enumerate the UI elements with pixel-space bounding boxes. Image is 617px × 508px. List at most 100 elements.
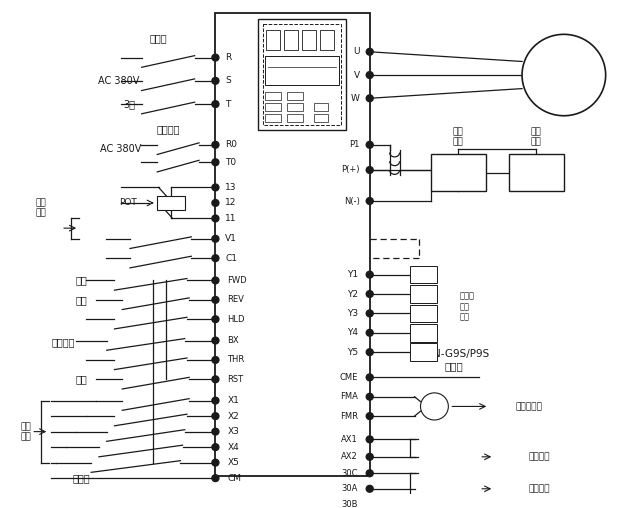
Text: 报警输出: 报警输出 [528, 484, 550, 493]
Bar [287, 114, 303, 121]
Text: W: W [351, 94, 360, 103]
Text: AC 380V: AC 380V [98, 76, 139, 86]
Text: 公共端: 公共端 [72, 473, 90, 483]
Text: FRN-G9S/P9S
变频器: FRN-G9S/P9S 变频器 [420, 349, 489, 371]
Text: 紧急停车: 紧急停车 [51, 337, 75, 347]
Circle shape [212, 77, 219, 84]
Text: N(-): N(-) [344, 197, 360, 206]
Circle shape [366, 436, 373, 443]
Bar [287, 92, 303, 100]
Bar [265, 92, 281, 100]
Bar [320, 30, 334, 50]
Text: R: R [420, 308, 427, 319]
Text: T: T [225, 100, 231, 109]
Circle shape [366, 393, 373, 400]
Circle shape [212, 443, 219, 451]
Text: 13: 13 [225, 183, 237, 192]
Text: CME: CME [339, 373, 358, 382]
Bar [410, 305, 437, 322]
Text: 11: 11 [225, 214, 237, 223]
Text: FWD: FWD [228, 276, 247, 285]
Text: U: U [354, 47, 360, 56]
Circle shape [366, 72, 373, 78]
Text: 选择
输入: 选择 输入 [21, 422, 31, 441]
Circle shape [366, 374, 373, 381]
Circle shape [366, 349, 373, 356]
Circle shape [212, 475, 219, 482]
Circle shape [212, 141, 219, 148]
Circle shape [212, 397, 219, 404]
Text: FMR: FMR [340, 411, 358, 421]
Text: V: V [354, 71, 360, 80]
Text: AC 380V: AC 380V [100, 144, 141, 154]
Bar [265, 103, 281, 111]
Text: BU: BU [449, 167, 467, 179]
Bar [410, 266, 437, 283]
Text: 辅助输出: 辅助输出 [528, 452, 550, 461]
Bar [302, 30, 316, 50]
Circle shape [212, 200, 219, 206]
Text: R: R [420, 347, 427, 357]
Circle shape [212, 215, 219, 222]
Text: Y5: Y5 [347, 347, 358, 357]
Circle shape [212, 337, 219, 344]
Circle shape [366, 486, 373, 492]
Bar [410, 285, 437, 303]
Text: X2: X2 [228, 411, 239, 421]
Circle shape [366, 48, 373, 55]
Text: AX1: AX1 [341, 435, 358, 444]
Bar [265, 114, 281, 121]
Circle shape [421, 393, 449, 420]
Bar [259, 19, 346, 130]
Bar [410, 343, 437, 361]
Circle shape [366, 198, 373, 204]
Circle shape [522, 35, 606, 116]
Circle shape [366, 271, 373, 278]
Bar [314, 114, 328, 121]
Text: R: R [420, 328, 427, 338]
Text: T0: T0 [225, 158, 236, 167]
Bar [263, 24, 341, 125]
Bar [265, 56, 339, 85]
Text: Y3: Y3 [347, 309, 358, 318]
Text: 频率
设定: 频率 设定 [36, 198, 47, 217]
Text: R0: R0 [225, 140, 238, 149]
Circle shape [366, 470, 373, 477]
Text: AX2: AX2 [341, 452, 358, 461]
Text: P1: P1 [349, 140, 360, 149]
Bar [287, 103, 303, 111]
Text: X3: X3 [228, 427, 239, 436]
Circle shape [366, 310, 373, 317]
Text: THR: THR [228, 356, 244, 364]
Text: C1: C1 [225, 253, 238, 263]
Circle shape [212, 412, 219, 420]
Circle shape [212, 459, 219, 466]
Circle shape [212, 184, 219, 191]
Text: DB: DB [527, 167, 545, 179]
Circle shape [212, 297, 219, 303]
Circle shape [212, 357, 219, 363]
Text: X5: X5 [228, 458, 239, 467]
Text: 3~: 3~ [556, 82, 571, 91]
Text: X4: X4 [228, 442, 239, 452]
Text: R: R [225, 53, 231, 62]
Circle shape [212, 376, 219, 383]
Circle shape [212, 255, 219, 262]
Circle shape [212, 54, 219, 61]
Text: CM: CM [228, 473, 241, 483]
Text: 制动
电阻: 制动 电阻 [531, 128, 541, 147]
Text: Y4: Y4 [347, 328, 358, 337]
Circle shape [366, 412, 373, 420]
Bar [314, 103, 328, 111]
Circle shape [212, 316, 219, 323]
Text: 30A: 30A [341, 484, 358, 493]
Text: HLD: HLD [228, 315, 245, 324]
Circle shape [366, 167, 373, 173]
Text: Y1: Y1 [347, 270, 358, 279]
Text: RST: RST [228, 375, 244, 384]
Bar [157, 196, 184, 210]
Text: P(+): P(+) [341, 166, 360, 174]
Circle shape [212, 159, 219, 166]
Circle shape [212, 428, 219, 435]
Text: 集电极
开路
输出: 集电极 开路 输出 [459, 292, 474, 322]
